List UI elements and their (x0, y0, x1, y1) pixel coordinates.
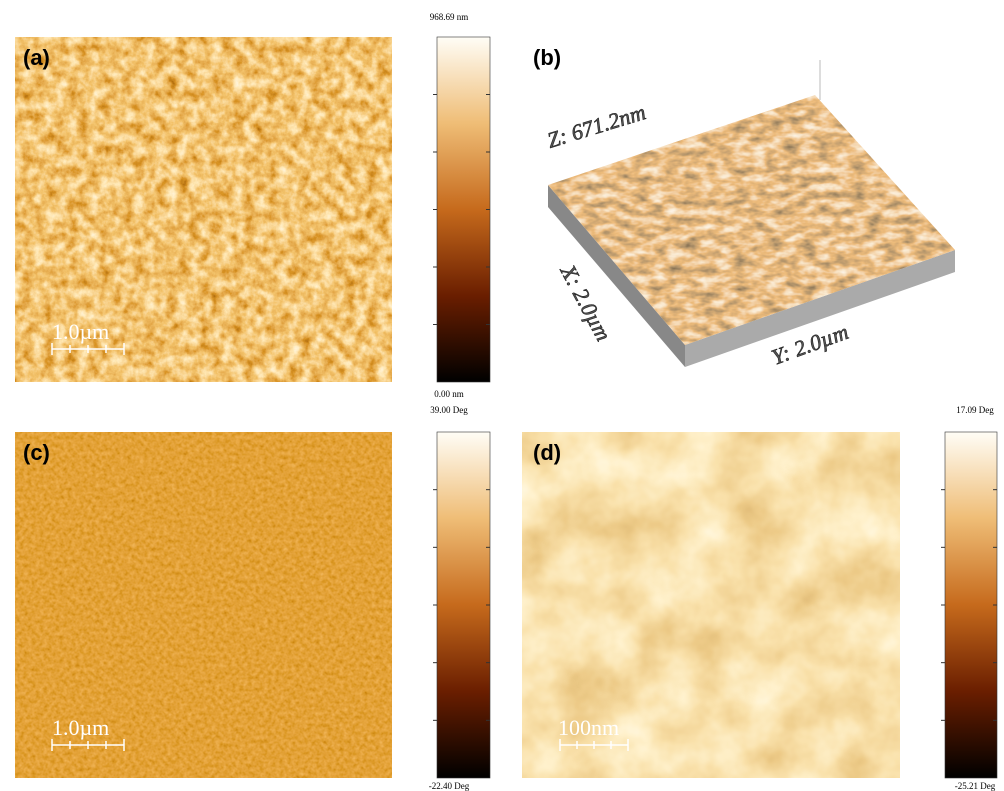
colorbar-min: -25.21 Deg (955, 781, 996, 791)
colorbar (437, 37, 490, 382)
colorbar (437, 432, 490, 778)
scale-bar-label: 1.0µm (52, 715, 109, 740)
colorbar-max: 39.00 Deg (430, 405, 468, 415)
panel-label: (d) (533, 440, 561, 465)
colorbar-min: 0.00 nm (434, 389, 464, 399)
colorbar-min: -22.40 Deg (429, 781, 470, 791)
panel-label: (a) (23, 45, 50, 70)
colorbar-max: 17.09 Deg (956, 405, 994, 415)
z-axis-label: Z: 671.2nm (544, 99, 648, 153)
panel-label: (b) (533, 45, 561, 70)
panel-label: (c) (23, 440, 50, 465)
colorbar (945, 432, 997, 778)
scale-bar-label: 100nm (558, 715, 619, 740)
figure: (a) 968.69 nm 0.00 nm 1.0µm (b) Z: 671.2… (0, 0, 1004, 791)
scale-bar-label: 1.0µm (52, 319, 109, 344)
colorbar-max: 968.69 nm (430, 12, 469, 22)
